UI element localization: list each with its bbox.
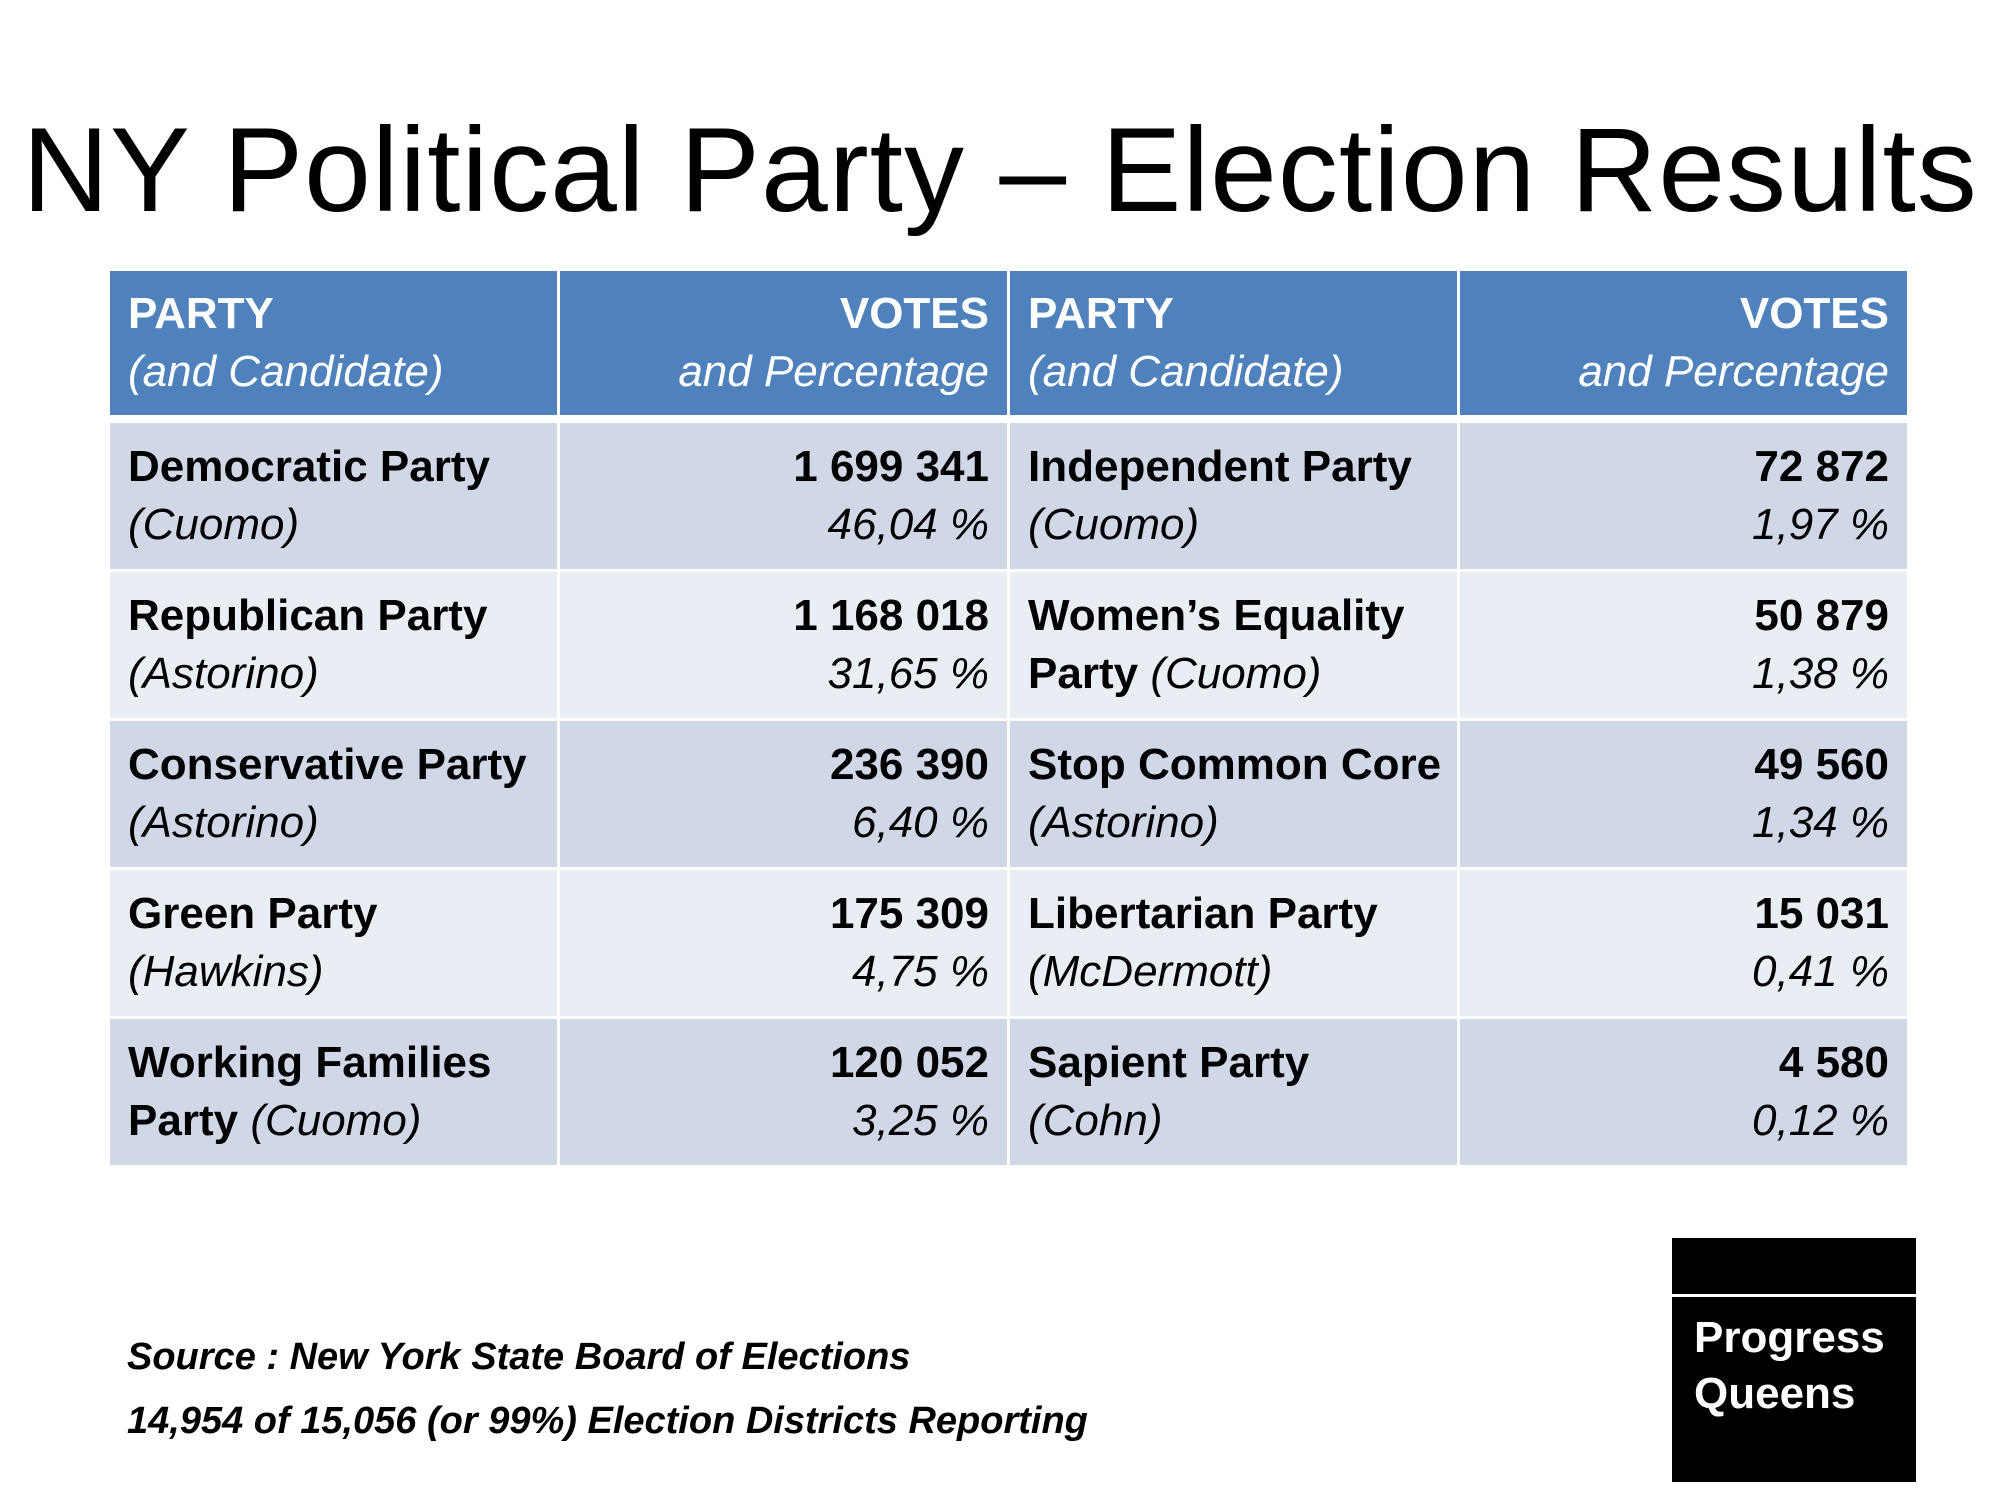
candidate-name: (Cuomo) (1150, 649, 1322, 698)
header-votes-right: VOTES and Percentage (1457, 268, 1910, 423)
candidate-name: (Astorino) (128, 649, 319, 698)
vote-percentage: 31,65 % (827, 649, 989, 698)
header-party-label: PARTY (128, 289, 274, 338)
candidate-name: (Cuomo) (128, 500, 300, 549)
vote-percentage: 4,75 % (852, 947, 989, 996)
votes-cell: 50 879 1,38 % (1457, 569, 1910, 721)
party-name: Sapient Party (1028, 1038, 1310, 1087)
header-votes-sub: and Percentage (678, 347, 989, 396)
table-row: Working Families Party (Cuomo) 120 052 3… (107, 1016, 1910, 1168)
vote-percentage: 46,04 % (827, 500, 989, 549)
logo-line1: Progress (1694, 1313, 1885, 1362)
party-name: Conservative Party (128, 740, 527, 789)
party-cell: Libertarian Party (McDermott) (1007, 867, 1460, 1019)
header-votes-left: VOTES and Percentage (557, 268, 1010, 423)
party-name: Independent Party (1028, 442, 1412, 491)
party-cell: Democratic Party (Cuomo) (107, 417, 560, 572)
source-line: Source : New York State Board of Electio… (127, 1336, 911, 1378)
candidate-name: (Cuomo) (1028, 500, 1200, 549)
vote-count: 120 052 (829, 1038, 989, 1087)
candidate-name: (McDermott) (1028, 947, 1273, 996)
header-party-label: PARTY (1028, 289, 1174, 338)
party-cell: Working Families Party (Cuomo) (107, 1016, 560, 1168)
candidate-name: (Astorino) (128, 798, 319, 847)
party-name-line2: Party (128, 1096, 239, 1145)
source-note: Source : New York State Board of Electio… (127, 1325, 1088, 1453)
vote-count: 4 580 (1778, 1038, 1889, 1087)
vote-percentage: 6,40 % (852, 798, 989, 847)
party-cell: Republican Party (Astorino) (107, 569, 560, 721)
vote-count: 236 390 (829, 740, 989, 789)
vote-count: 15 031 (1754, 889, 1889, 938)
header-party-left: PARTY (and Candidate) (107, 268, 560, 423)
party-name: Libertarian Party (1028, 889, 1378, 938)
votes-cell: 236 390 6,40 % (557, 718, 1010, 870)
vote-count: 175 309 (829, 889, 989, 938)
candidate-name: (Hawkins) (128, 947, 324, 996)
table-row: Republican Party (Astorino) 1 168 018 31… (107, 569, 1910, 721)
progress-queens-logo: Progress Queens (1672, 1238, 1916, 1482)
header-party-sub: (and Candidate) (128, 347, 444, 396)
candidate-name: (Cuomo) (250, 1096, 422, 1145)
vote-percentage: 1,97 % (1752, 500, 1889, 549)
party-cell: Conservative Party (Astorino) (107, 718, 560, 870)
party-cell: Green Party (Hawkins) (107, 867, 560, 1019)
table-row: Democratic Party (Cuomo) 1 699 341 46,04… (107, 417, 1910, 572)
header-party-sub: (and Candidate) (1028, 347, 1344, 396)
table-header-row: PARTY (and Candidate) VOTES and Percenta… (107, 268, 1910, 423)
logo-line2: Queens (1694, 1369, 1856, 1418)
header-votes-sub: and Percentage (1578, 347, 1889, 396)
vote-percentage: 0,41 % (1752, 947, 1889, 996)
candidate-name: (Cohn) (1028, 1096, 1163, 1145)
vote-count: 50 879 (1754, 591, 1889, 640)
vote-count: 49 560 (1754, 740, 1889, 789)
header-votes-label: VOTES (1739, 289, 1889, 338)
party-name-line2: Party (1028, 649, 1139, 698)
party-name: Democratic Party (128, 442, 490, 491)
table-row: Conservative Party (Astorino) 236 390 6,… (107, 718, 1910, 870)
votes-cell: 15 031 0,41 % (1457, 867, 1910, 1019)
vote-count: 72 872 (1754, 442, 1889, 491)
votes-cell: 120 052 3,25 % (557, 1016, 1010, 1168)
header-votes-label: VOTES (839, 289, 989, 338)
vote-percentage: 0,12 % (1752, 1096, 1889, 1145)
table-row: Green Party (Hawkins) 175 309 4,75 % Lib… (107, 867, 1910, 1019)
page-title: NY Political Party – Election Results (22, 103, 1978, 237)
vote-count: 1 168 018 (793, 591, 989, 640)
party-name: Republican Party (128, 591, 488, 640)
party-cell: Stop Common Core (Astorino) (1007, 718, 1460, 870)
votes-cell: 72 872 1,97 % (1457, 417, 1910, 572)
party-cell: Women’s Equality Party (Cuomo) (1007, 569, 1460, 721)
logo-text: Progress Queens (1694, 1310, 1885, 1422)
logo-divider (1672, 1294, 1916, 1297)
vote-percentage: 3,25 % (852, 1096, 989, 1145)
votes-cell: 1 699 341 46,04 % (557, 417, 1010, 572)
votes-cell: 4 580 0,12 % (1457, 1016, 1910, 1168)
party-name-line1: Working Families (128, 1038, 492, 1087)
candidate-name: (Astorino) (1028, 798, 1219, 847)
header-party-right: PARTY (and Candidate) (1007, 268, 1460, 423)
votes-cell: 175 309 4,75 % (557, 867, 1010, 1019)
party-name: Green Party (128, 889, 378, 938)
vote-percentage: 1,34 % (1752, 798, 1889, 847)
party-cell: Sapient Party (Cohn) (1007, 1016, 1460, 1168)
vote-percentage: 1,38 % (1752, 649, 1889, 698)
votes-cell: 1 168 018 31,65 % (557, 569, 1010, 721)
party-name: Stop Common Core (1028, 740, 1442, 789)
election-results-table: PARTY (and Candidate) VOTES and Percenta… (107, 268, 1910, 1168)
party-cell: Independent Party (Cuomo) (1007, 417, 1460, 572)
votes-cell: 49 560 1,34 % (1457, 718, 1910, 870)
vote-count: 1 699 341 (793, 442, 989, 491)
districts-reporting-line: 14,954 of 15,056 (or 99%) Election Distr… (127, 1400, 1088, 1442)
party-name-line1: Women’s Equality (1028, 591, 1405, 640)
